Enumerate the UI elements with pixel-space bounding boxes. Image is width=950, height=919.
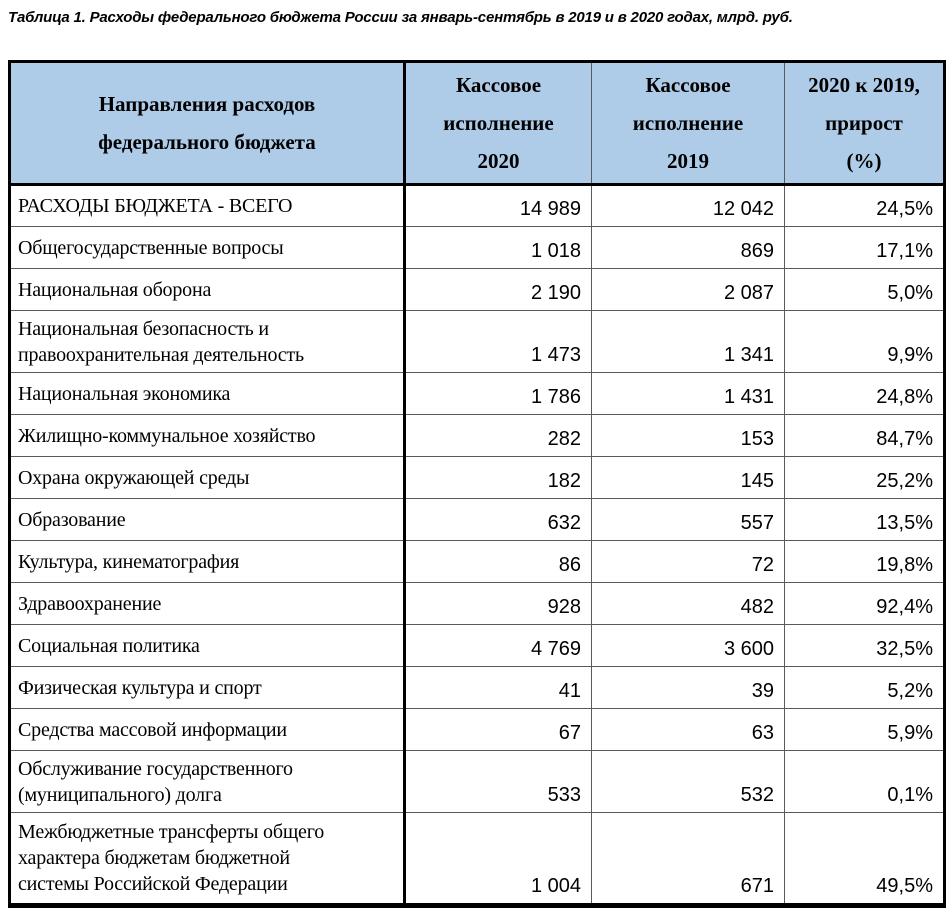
value-growth: 24,8%: [784, 372, 945, 415]
value-2020: 182: [404, 456, 592, 499]
row-label: Жилищно-коммунальное хозяйство: [9, 414, 406, 457]
budget-table: Направления расходов федерального бюджет…: [8, 60, 946, 908]
col-header-exec-2019: Кассовое исполнение 2019: [591, 61, 785, 186]
table-caption: Таблица 1. Расходы федерального бюджета …: [8, 9, 793, 26]
table-row: Общегосударственные вопросы 1 018 869 17…: [9, 226, 945, 269]
row-label: Национальная экономика: [9, 372, 406, 415]
table-row: Национальная экономика 1 786 1 431 24,8%: [9, 372, 945, 415]
table-row: Жилищно-коммунальное хозяйство 282 153 8…: [9, 414, 945, 457]
value-2020: 41: [404, 666, 592, 709]
value-2020: 533: [404, 750, 592, 813]
value-2019: 482: [591, 582, 785, 625]
value-growth: 84,7%: [784, 414, 945, 457]
value-2020: 86: [404, 540, 592, 583]
value-2019: 671: [591, 812, 785, 906]
header-row: Направления расходов федерального бюджет…: [9, 61, 945, 186]
value-2019: 532: [591, 750, 785, 813]
value-2019: 39: [591, 666, 785, 709]
value-2020: 282: [404, 414, 592, 457]
table-row: Социальная политика 4 769 3 600 32,5%: [9, 624, 945, 667]
value-2020: 1 018: [404, 226, 592, 269]
row-label: Средства массовой информации: [9, 708, 406, 751]
value-growth: 5,0%: [784, 268, 945, 311]
value-2019: 145: [591, 456, 785, 499]
value-2019: 1 431: [591, 372, 785, 415]
row-label: Обслуживание государственного (муниципал…: [9, 750, 406, 813]
row-label: Охрана окружающей среды: [9, 456, 406, 499]
col-header-growth: 2020 к 2019, прирост (%): [784, 61, 945, 186]
row-label: Национальная безопасность и правоохранит…: [9, 310, 406, 373]
value-2020: 1 473: [404, 310, 592, 373]
value-growth: 19,8%: [784, 540, 945, 583]
value-growth: 13,5%: [784, 498, 945, 541]
table-row: Образование 632 557 13,5%: [9, 498, 945, 541]
value-2020: 1 786: [404, 372, 592, 415]
value-growth: 24,5%: [784, 184, 945, 227]
value-2019: 557: [591, 498, 785, 541]
table-row: Межбюджетные трансферты общего характера…: [9, 812, 945, 906]
table-body: РАСХОДЫ БЮДЖЕТА - ВСЕГО 14 989 12 042 24…: [9, 184, 945, 906]
table-row: Национальная оборона 2 190 2 087 5,0%: [9, 268, 945, 311]
table-row: Обслуживание государственного (муниципал…: [9, 750, 945, 813]
value-growth: 25,2%: [784, 456, 945, 499]
value-2019: 153: [591, 414, 785, 457]
value-2019: 2 087: [591, 268, 785, 311]
row-label: Общегосударственные вопросы: [9, 226, 406, 269]
col-header-exec-2020: Кассовое исполнение 2020: [404, 61, 592, 186]
value-growth: 5,2%: [784, 666, 945, 709]
value-2020: 14 989: [404, 184, 592, 227]
table-row: Физическая культура и спорт 41 39 5,2%: [9, 666, 945, 709]
row-label: Социальная политика: [9, 624, 406, 667]
value-2020: 67: [404, 708, 592, 751]
table-row-total: РАСХОДЫ БЮДЖЕТА - ВСЕГО 14 989 12 042 24…: [9, 184, 945, 227]
table-row: Охрана окружающей среды 182 145 25,2%: [9, 456, 945, 499]
value-growth: 49,5%: [784, 812, 945, 906]
value-2020: 632: [404, 498, 592, 541]
row-label: Культура, кинематография: [9, 540, 406, 583]
value-2020: 4 769: [404, 624, 592, 667]
value-2020: 1 004: [404, 812, 592, 906]
row-label: Физическая культура и спорт: [9, 666, 406, 709]
table-row: Средства массовой информации 67 63 5,9%: [9, 708, 945, 751]
value-growth: 5,9%: [784, 708, 945, 751]
table-row: Культура, кинематография 86 72 19,8%: [9, 540, 945, 583]
value-growth: 9,9%: [784, 310, 945, 373]
row-label: РАСХОДЫ БЮДЖЕТА - ВСЕГО: [9, 184, 406, 227]
value-2020: 2 190: [404, 268, 592, 311]
row-label: Здравоохранение: [9, 582, 406, 625]
row-label: Национальная оборона: [9, 268, 406, 311]
value-2019: 869: [591, 226, 785, 269]
value-2020: 928: [404, 582, 592, 625]
table-row: Национальная безопасность и правоохранит…: [9, 310, 945, 373]
value-growth: 17,1%: [784, 226, 945, 269]
value-2019: 72: [591, 540, 785, 583]
value-2019: 12 042: [591, 184, 785, 227]
value-2019: 3 600: [591, 624, 785, 667]
table-header: Направления расходов федерального бюджет…: [9, 61, 945, 186]
row-label: Межбюджетные трансферты общего характера…: [9, 812, 406, 906]
value-growth: 0,1%: [784, 750, 945, 813]
value-2019: 63: [591, 708, 785, 751]
value-growth: 92,4%: [784, 582, 945, 625]
table-row: Здравоохранение 928 482 92,4%: [9, 582, 945, 625]
value-2019: 1 341: [591, 310, 785, 373]
value-growth: 32,5%: [784, 624, 945, 667]
row-label: Образование: [9, 498, 406, 541]
col-header-directions: Направления расходов федерального бюджет…: [9, 61, 406, 186]
